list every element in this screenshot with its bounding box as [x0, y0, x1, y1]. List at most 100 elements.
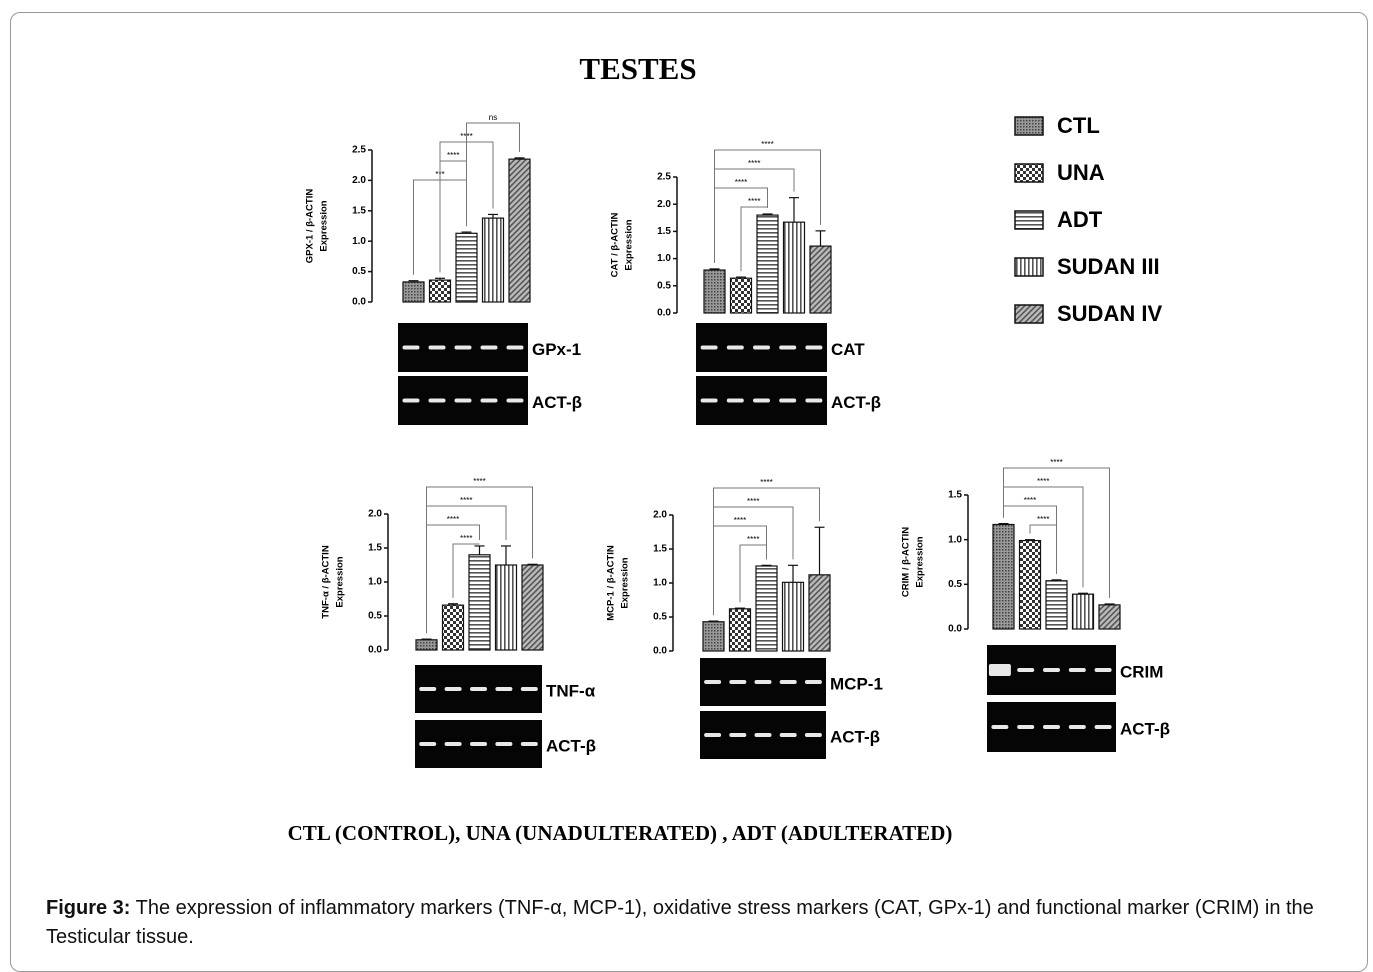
bar — [1073, 594, 1094, 629]
y-tick-label: 0.0 — [948, 624, 962, 635]
gel-band — [779, 346, 796, 350]
gel-label: ACT-β — [532, 393, 582, 412]
legend-swatch — [1015, 305, 1043, 323]
significance-label: **** — [734, 516, 746, 525]
gel-band — [729, 680, 746, 684]
bar — [483, 218, 504, 302]
gel-band — [403, 399, 420, 403]
gel-band — [805, 399, 822, 403]
gel-band — [1095, 668, 1112, 672]
y-tick-label: 0.0 — [352, 297, 366, 308]
gel-label: ACT-β — [831, 393, 881, 412]
y-tick-label: 2.0 — [352, 175, 366, 186]
y-axis-label: CAT / β-ACTIN — [610, 213, 621, 278]
gel-band — [989, 664, 1011, 676]
gel-band — [481, 399, 498, 403]
gel-band — [701, 399, 718, 403]
gel-label: CAT — [831, 340, 865, 359]
page: { "title": "TESTES", "groups": ["CTL", "… — [0, 0, 1373, 955]
y-tick-label: 0.5 — [368, 611, 382, 622]
gel-band — [507, 346, 524, 350]
error-bar — [528, 564, 538, 565]
bar — [810, 246, 831, 313]
gel-band — [470, 687, 487, 691]
legend-label: SUDAN III — [1057, 254, 1160, 279]
caption: Figure 3: The expression of inflammatory… — [46, 894, 1346, 952]
gel-band — [419, 687, 436, 691]
gel-label: ACT-β — [830, 727, 880, 746]
significance-label: **** — [761, 140, 773, 149]
error-bar — [735, 608, 745, 609]
bar — [809, 575, 830, 651]
y-tick-label: 0.5 — [352, 266, 366, 277]
gel-band — [1069, 668, 1086, 672]
y-axis-label: Expression — [620, 557, 631, 608]
gel-band — [445, 742, 462, 746]
y-tick-label: 1.0 — [657, 253, 671, 264]
gel-band — [1069, 725, 1086, 729]
significance-label: **** — [460, 534, 472, 543]
gel-band — [1017, 668, 1034, 672]
error-bar — [475, 546, 485, 555]
y-tick-label: 2.5 — [352, 145, 366, 156]
gel-band — [727, 399, 744, 403]
significance-label: **** — [460, 496, 472, 505]
y-axis-label: Expression — [319, 200, 330, 251]
bar — [403, 282, 424, 302]
bar — [993, 524, 1014, 629]
bar — [757, 215, 778, 313]
y-tick-label: 0.0 — [653, 646, 667, 657]
figure-title: TESTES — [579, 51, 696, 86]
gel-band — [729, 733, 746, 737]
bar — [416, 640, 437, 650]
y-tick-label: 1.0 — [948, 534, 962, 545]
significance-label: **** — [748, 197, 760, 206]
y-tick-label: 1.0 — [352, 236, 366, 247]
significance-label: **** — [748, 159, 760, 168]
significance-label: **** — [747, 497, 759, 506]
bar — [783, 582, 804, 651]
y-tick-label: 1.0 — [368, 577, 382, 588]
y-tick-label: 2.0 — [653, 510, 667, 521]
gel-band — [805, 680, 822, 684]
gel-band — [470, 742, 487, 746]
significance-label: **** — [1037, 515, 1049, 524]
y-tick-label: 0.5 — [657, 280, 671, 291]
gel-band — [495, 742, 512, 746]
y-tick-label: 1.5 — [657, 226, 671, 237]
legend-swatch — [1015, 211, 1043, 229]
gel-band — [1017, 725, 1034, 729]
bar — [509, 159, 530, 302]
gel-band — [495, 687, 512, 691]
legend-swatch — [1015, 117, 1043, 135]
gel-band — [507, 399, 524, 403]
bar — [730, 609, 751, 651]
legend-swatch — [1015, 258, 1043, 276]
gel-band — [403, 346, 420, 350]
gel-label: TNF-α — [546, 681, 596, 700]
gel-band — [727, 346, 744, 350]
bar — [443, 605, 464, 650]
y-tick-label: 0.5 — [948, 579, 962, 590]
significance-label: **** — [760, 478, 772, 487]
significance-label: **** — [473, 477, 485, 486]
error-bar — [762, 565, 772, 566]
y-tick-label: 2.0 — [657, 199, 671, 210]
gel-label: ACT-β — [1120, 719, 1170, 738]
footnote: CTL (CONTROL), UNA (UNADULTERATED) , ADT… — [288, 821, 953, 845]
y-tick-label: 0.0 — [657, 308, 671, 319]
legend-label: UNA — [1057, 160, 1105, 185]
y-axis-label: Expression — [624, 219, 635, 270]
y-tick-label: 1.0 — [653, 578, 667, 589]
error-bar — [789, 198, 799, 222]
y-tick-label: 1.5 — [948, 490, 962, 501]
gel-band — [445, 687, 462, 691]
gel-band — [704, 680, 721, 684]
y-tick-label: 1.5 — [368, 543, 382, 554]
significance-label: **** — [747, 535, 759, 544]
gel-band — [419, 742, 436, 746]
gel-band — [991, 725, 1008, 729]
significance-bracket — [715, 169, 795, 263]
bar — [704, 270, 725, 313]
y-axis-label: Expression — [915, 536, 926, 587]
